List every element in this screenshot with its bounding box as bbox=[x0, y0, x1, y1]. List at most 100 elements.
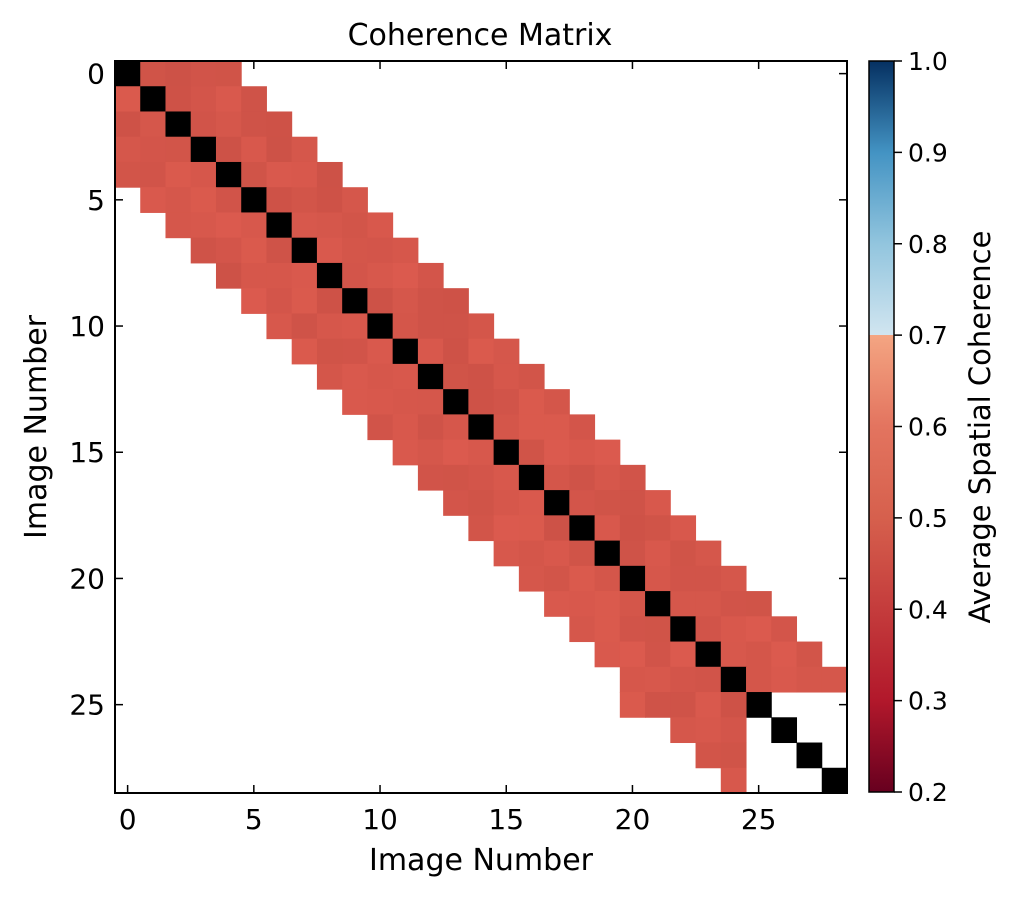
heatmap-cell bbox=[468, 313, 495, 340]
heatmap-cell bbox=[771, 616, 798, 643]
heatmap-cell bbox=[569, 565, 596, 592]
heatmap-cell bbox=[443, 414, 469, 441]
heatmap-cell bbox=[417, 338, 444, 365]
heatmap-cell bbox=[720, 742, 747, 769]
y-axis-ticks: 0 5 10 15 20 25 bbox=[69, 58, 847, 722]
heatmap-cell bbox=[569, 439, 596, 466]
heatmap-cell bbox=[266, 136, 293, 163]
heatmap-cell bbox=[619, 591, 646, 617]
x-tick-label: 0 bbox=[119, 803, 137, 836]
diagonal-cell bbox=[316, 262, 343, 289]
heatmap-cell bbox=[720, 641, 747, 668]
diagonal-cell bbox=[291, 237, 318, 264]
x-tick-label: 20 bbox=[615, 803, 651, 836]
diagonal-cell bbox=[165, 111, 192, 138]
heatmap-cell bbox=[468, 439, 495, 466]
colorbar-ticks: 0.2 0.3 0.4 0.5 0.6 0.7 0.8 0.9 1.0 bbox=[894, 47, 948, 807]
y-tick-label: 10 bbox=[69, 310, 105, 343]
heatmap-cell bbox=[645, 692, 671, 718]
diagonal-cell bbox=[544, 490, 570, 516]
heatmap-cell bbox=[241, 237, 267, 264]
heatmap-cell bbox=[417, 313, 444, 340]
heatmap-cell bbox=[316, 313, 343, 340]
heatmap-cell bbox=[619, 464, 646, 491]
heatmap-cell bbox=[443, 363, 469, 390]
heatmap-cell bbox=[392, 237, 419, 264]
heatmap-cell bbox=[140, 161, 166, 188]
heatmap-cell bbox=[594, 515, 621, 542]
heatmap-cell bbox=[645, 616, 671, 643]
heatmap-cell bbox=[468, 490, 495, 516]
heatmap-cell bbox=[468, 464, 495, 491]
heatmap-cell bbox=[670, 666, 697, 693]
heatmap-cell bbox=[518, 515, 545, 542]
heatmap-cell bbox=[190, 187, 217, 213]
heatmap-cell bbox=[594, 591, 621, 617]
heatmap-cell bbox=[645, 666, 671, 693]
colorbar-label: Average Spatial Coherence bbox=[963, 231, 997, 624]
heatmap-cell bbox=[493, 540, 520, 567]
heatmap-cell bbox=[342, 237, 368, 264]
diagonal-cell bbox=[569, 515, 596, 542]
heatmap-cell bbox=[367, 363, 394, 390]
colorbar-tick-label: 0.9 bbox=[908, 138, 948, 167]
chart-title: Coherence Matrix bbox=[348, 18, 613, 53]
x-tick-label: 15 bbox=[488, 803, 524, 836]
heatmap-cell bbox=[670, 591, 697, 617]
heatmap-cell bbox=[746, 641, 772, 668]
heatmap-cell bbox=[443, 490, 469, 516]
heatmap-cell bbox=[720, 692, 747, 718]
heatmap-cell bbox=[266, 313, 293, 340]
heatmap-cell bbox=[695, 540, 722, 567]
heatmap-cell bbox=[695, 666, 722, 693]
heatmap-cell bbox=[569, 414, 596, 441]
heatmap-cell bbox=[266, 288, 293, 314]
diagonal-cell bbox=[266, 212, 293, 239]
heatmap-cell bbox=[342, 187, 368, 213]
heatmap-cell bbox=[443, 464, 469, 491]
heatmap-cell bbox=[417, 288, 444, 314]
heatmap-cell bbox=[645, 540, 671, 567]
heatmap-cell bbox=[720, 717, 747, 744]
heatmap-cell bbox=[165, 212, 192, 239]
heatmap-cell bbox=[241, 136, 267, 163]
heatmap-cell bbox=[443, 338, 469, 365]
heatmap-cell bbox=[569, 490, 596, 516]
heatmap-cell bbox=[367, 237, 394, 264]
heatmap-cell bbox=[670, 717, 697, 744]
heatmap-cell bbox=[241, 212, 267, 239]
heatmap-cell bbox=[367, 262, 394, 289]
heatmap-cell bbox=[291, 338, 318, 365]
heatmap-cell bbox=[493, 464, 520, 491]
colorbar-tick-label: 0.8 bbox=[908, 230, 948, 259]
heatmap-cell bbox=[569, 591, 596, 617]
diagonal-cell bbox=[720, 666, 747, 693]
heatmap-cell bbox=[695, 591, 722, 617]
y-axis-label: Image Number bbox=[19, 314, 54, 539]
heatmap-cell bbox=[443, 439, 469, 466]
diagonal-cell bbox=[518, 464, 545, 491]
heatmap-cell bbox=[443, 313, 469, 340]
diagonal-cell bbox=[468, 414, 495, 441]
heatmap-cell bbox=[291, 262, 318, 289]
heatmap-cell bbox=[796, 666, 823, 693]
heatmap-cell bbox=[645, 565, 671, 592]
heatmap-cell bbox=[215, 61, 242, 87]
heatmap-cell bbox=[544, 515, 570, 542]
diagonal-cell bbox=[645, 591, 671, 617]
heatmap-cell bbox=[316, 363, 343, 390]
heatmap-cell bbox=[518, 363, 545, 390]
heatmap-cell bbox=[316, 187, 343, 213]
diagonal-cell bbox=[594, 540, 621, 567]
heatmap-cell bbox=[165, 61, 192, 87]
heatmap-cell bbox=[619, 641, 646, 668]
x-tick-label: 25 bbox=[741, 803, 777, 836]
heatmap-cell bbox=[392, 313, 419, 340]
diagonal-cell bbox=[190, 136, 217, 163]
heatmap-cell bbox=[544, 414, 570, 441]
heatmap-cell bbox=[594, 464, 621, 491]
x-tick-label: 5 bbox=[245, 803, 263, 836]
heatmap-cell bbox=[518, 414, 545, 441]
heatmap-cell bbox=[645, 515, 671, 542]
